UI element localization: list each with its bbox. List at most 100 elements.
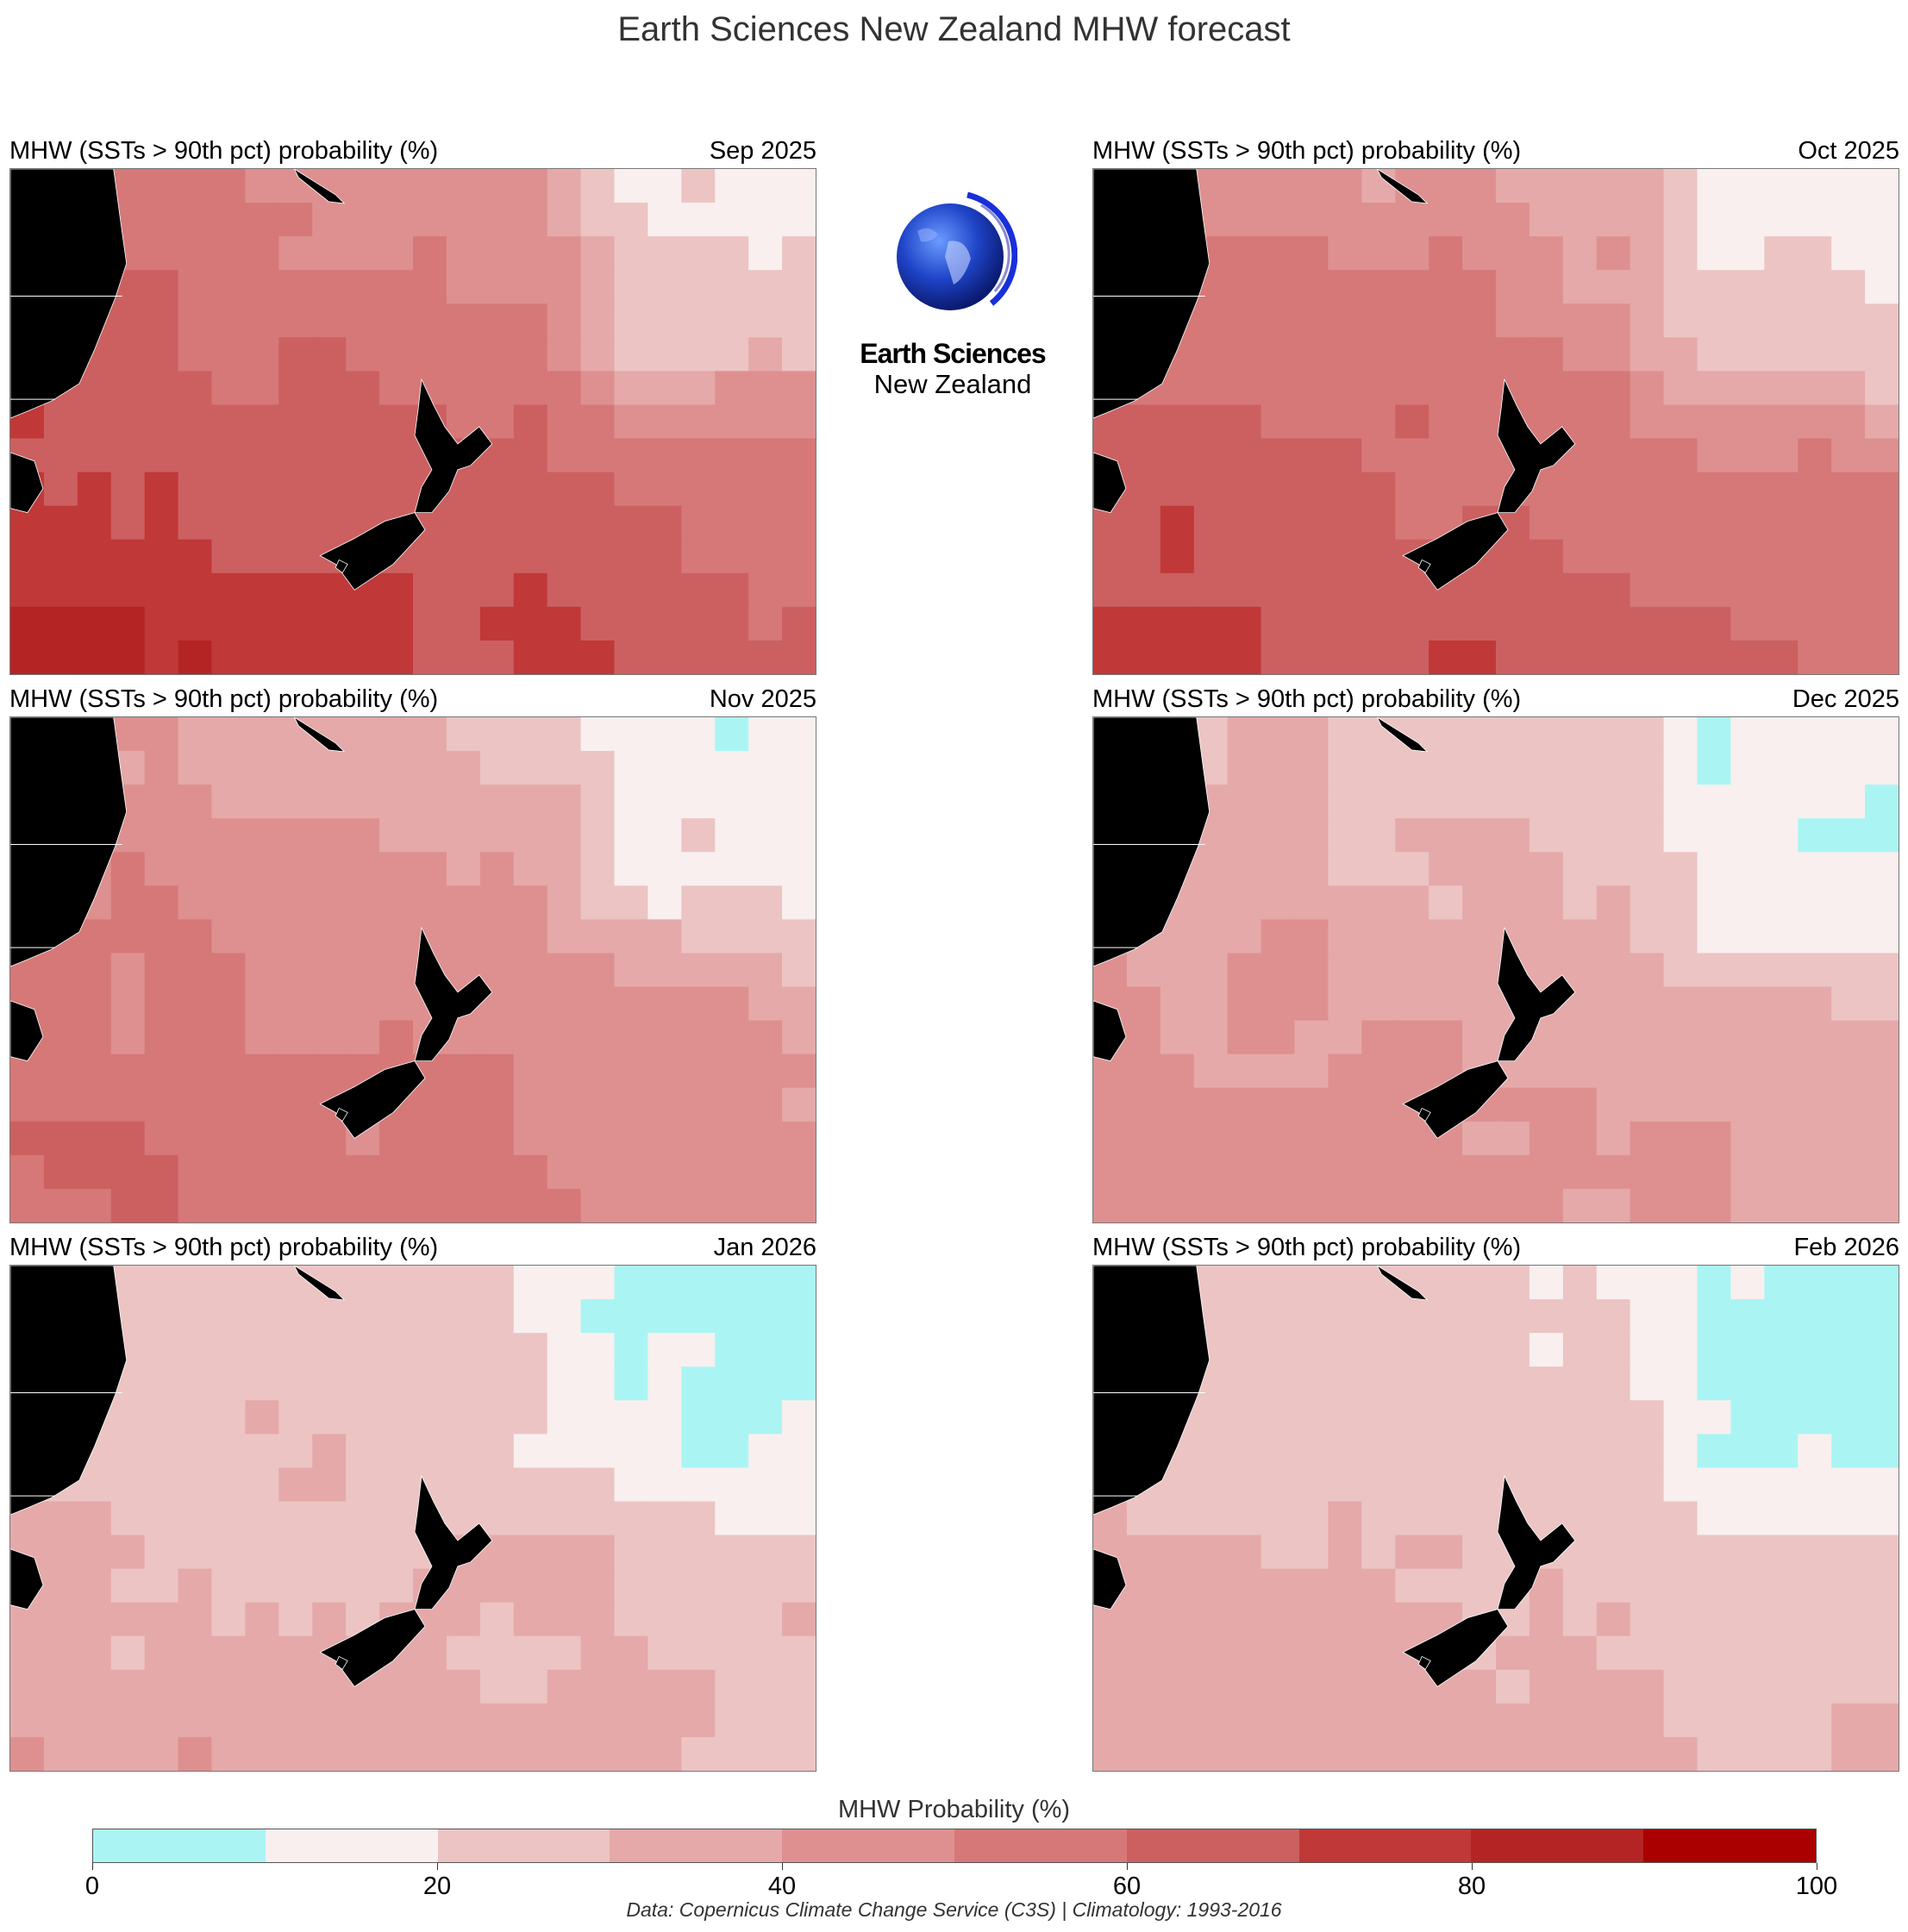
probability-cell xyxy=(446,1434,481,1468)
probability-cell xyxy=(1193,1121,1229,1156)
probability-cell xyxy=(681,1568,716,1604)
probability-cell xyxy=(1462,717,1497,752)
probability-cell xyxy=(1193,852,1229,886)
colorbar-tick-label: 80 xyxy=(1457,1873,1486,1900)
probability-cell xyxy=(1294,169,1329,203)
probability-cell xyxy=(178,1020,213,1055)
probability-cell xyxy=(1261,572,1296,608)
probability-cell xyxy=(178,1535,213,1570)
probability-cell xyxy=(580,885,616,920)
probability-cell xyxy=(1831,505,1866,541)
probability-cell xyxy=(547,169,582,203)
probability-cell xyxy=(1261,1333,1296,1367)
probability-cell xyxy=(513,539,548,574)
probability-cell xyxy=(379,1366,414,1401)
probability-cell xyxy=(1730,1054,1765,1089)
probability-cell xyxy=(1261,539,1296,574)
probability-cell xyxy=(1227,404,1262,440)
probability-cell xyxy=(1798,1020,1832,1055)
probability-cell xyxy=(1529,169,1564,203)
probability-cell xyxy=(782,986,816,1022)
probability-cell xyxy=(43,1087,78,1122)
probability-cell xyxy=(479,852,515,886)
probability-cell xyxy=(278,785,313,819)
probability-cell xyxy=(1328,717,1362,752)
probability-cell xyxy=(178,236,213,271)
probability-cell xyxy=(479,717,515,752)
probability-cell xyxy=(547,640,582,674)
probability-cell xyxy=(211,885,247,920)
probability-cell xyxy=(1697,1669,1732,1704)
probability-cell xyxy=(1193,1087,1229,1122)
probability-cell xyxy=(547,919,582,954)
probability-cell xyxy=(446,852,481,886)
panel-title: MHW (SSTs > 90th pct) probability (%) xyxy=(1092,685,1522,713)
probability-cell xyxy=(1261,270,1296,304)
probability-cell xyxy=(1093,1121,1128,1156)
probability-cell xyxy=(681,1434,716,1468)
probability-cell xyxy=(1462,606,1497,641)
probability-cell xyxy=(346,1703,380,1738)
probability-cell xyxy=(1126,1154,1161,1190)
probability-cell xyxy=(1294,1154,1329,1190)
probability-cell xyxy=(379,169,414,203)
probability-cell xyxy=(1663,337,1698,372)
probability-cell xyxy=(346,472,380,507)
probability-cell xyxy=(681,1266,716,1300)
probability-cell xyxy=(1126,1703,1161,1738)
probability-cell xyxy=(1261,640,1296,674)
probability-cell xyxy=(1160,438,1195,473)
probability-cell xyxy=(312,203,347,237)
probability-cell xyxy=(1831,606,1866,641)
probability-cell xyxy=(1429,169,1463,203)
probability-cell xyxy=(1529,1121,1564,1156)
probability-cell xyxy=(681,1299,716,1334)
probability-cell xyxy=(782,717,816,752)
probability-cell xyxy=(1697,1121,1732,1156)
probability-cell xyxy=(614,785,649,819)
probability-cell xyxy=(1160,404,1195,440)
probability-cell xyxy=(1764,818,1799,853)
probability-cell xyxy=(1831,1299,1866,1334)
probability-cell xyxy=(1193,1400,1229,1435)
probability-cell xyxy=(1294,1333,1329,1367)
probability-cell xyxy=(715,539,749,574)
probability-cell xyxy=(278,919,313,954)
probability-cell xyxy=(715,1501,749,1536)
probability-cell xyxy=(1496,751,1530,785)
probability-cell xyxy=(748,717,783,752)
probability-cell xyxy=(144,1366,179,1401)
probability-cell xyxy=(10,1087,45,1122)
probability-cell xyxy=(1529,236,1564,271)
probability-cell xyxy=(715,852,749,886)
probability-cell xyxy=(43,505,78,541)
probability-cell xyxy=(1831,1121,1866,1156)
probability-cell xyxy=(379,953,414,988)
probability-cell xyxy=(614,1121,649,1156)
probability-cell xyxy=(245,505,279,541)
probability-cell xyxy=(614,1434,649,1468)
probability-cell xyxy=(547,751,582,785)
probability-cell xyxy=(1261,438,1296,473)
probability-cell xyxy=(312,1535,347,1570)
probability-cell xyxy=(513,640,548,674)
probability-cell xyxy=(278,572,313,608)
probability-cell xyxy=(43,1568,78,1604)
probability-cell xyxy=(1529,1400,1564,1435)
probability-cell xyxy=(1831,717,1866,752)
probability-cell xyxy=(77,572,112,608)
probability-cell xyxy=(178,785,213,819)
probability-cell xyxy=(1596,1400,1631,1435)
probability-cell xyxy=(1294,1054,1329,1089)
probability-cell xyxy=(144,1535,179,1570)
probability-cell xyxy=(1697,1434,1732,1468)
probability-cell xyxy=(278,640,313,674)
probability-cell xyxy=(312,1121,347,1156)
probability-cell xyxy=(245,986,279,1022)
probability-cell xyxy=(748,785,783,819)
probability-cell xyxy=(1395,371,1429,406)
probability-cell xyxy=(1562,1087,1598,1122)
probability-cell xyxy=(1730,1434,1765,1468)
probability-cell xyxy=(1697,751,1732,785)
probability-cell xyxy=(1697,1703,1732,1738)
